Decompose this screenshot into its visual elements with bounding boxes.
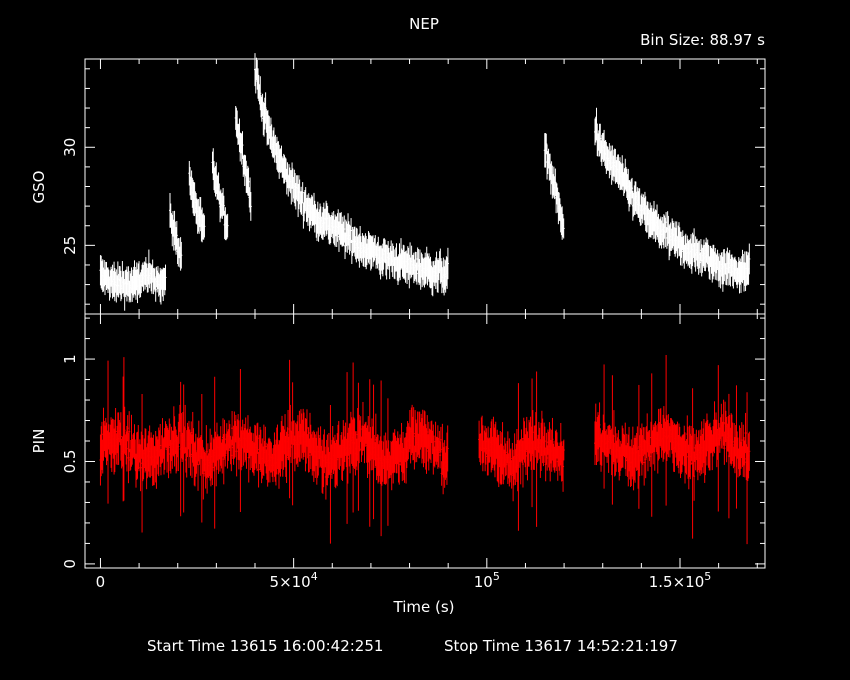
- x-tick-label: 0: [96, 573, 106, 591]
- x-tick-label: 1.5×105: [649, 570, 712, 591]
- x-tick-label: 105: [474, 570, 500, 591]
- pin-ticks: 00.51: [61, 314, 765, 569]
- stop-time-label: Stop Time 13617 14:52:21:197: [444, 637, 678, 655]
- chart-title: NEP: [409, 15, 439, 33]
- gso-data-points: [99, 53, 751, 311]
- gso-ytick-label: 25: [61, 236, 79, 255]
- gso-ticks: 25 30: [61, 59, 765, 314]
- pin-data-points: [99, 354, 751, 545]
- x-axis-label: Time (s): [393, 598, 455, 616]
- pin-ytick-label: 0.5: [61, 450, 79, 474]
- pin-ylabel: PIN: [30, 429, 48, 454]
- gso-ylabel: GSO: [30, 171, 48, 204]
- bin-size-label: Bin Size: 88.97 s: [640, 31, 765, 49]
- start-time-label: Start Time 13615 16:00:42:251: [147, 637, 383, 655]
- gso-ytick-label: 30: [61, 138, 79, 157]
- pin-ytick-label: 0: [61, 559, 79, 569]
- pin-ytick-label: 1: [61, 354, 79, 364]
- pin-panel: 00.51 PIN: [30, 313, 766, 569]
- gso-panel: 25 30 GSO: [30, 53, 766, 315]
- x-tick-labels: 0 5×104 105 1.5×105: [96, 570, 712, 591]
- x-tick-label: 5×104: [270, 570, 318, 591]
